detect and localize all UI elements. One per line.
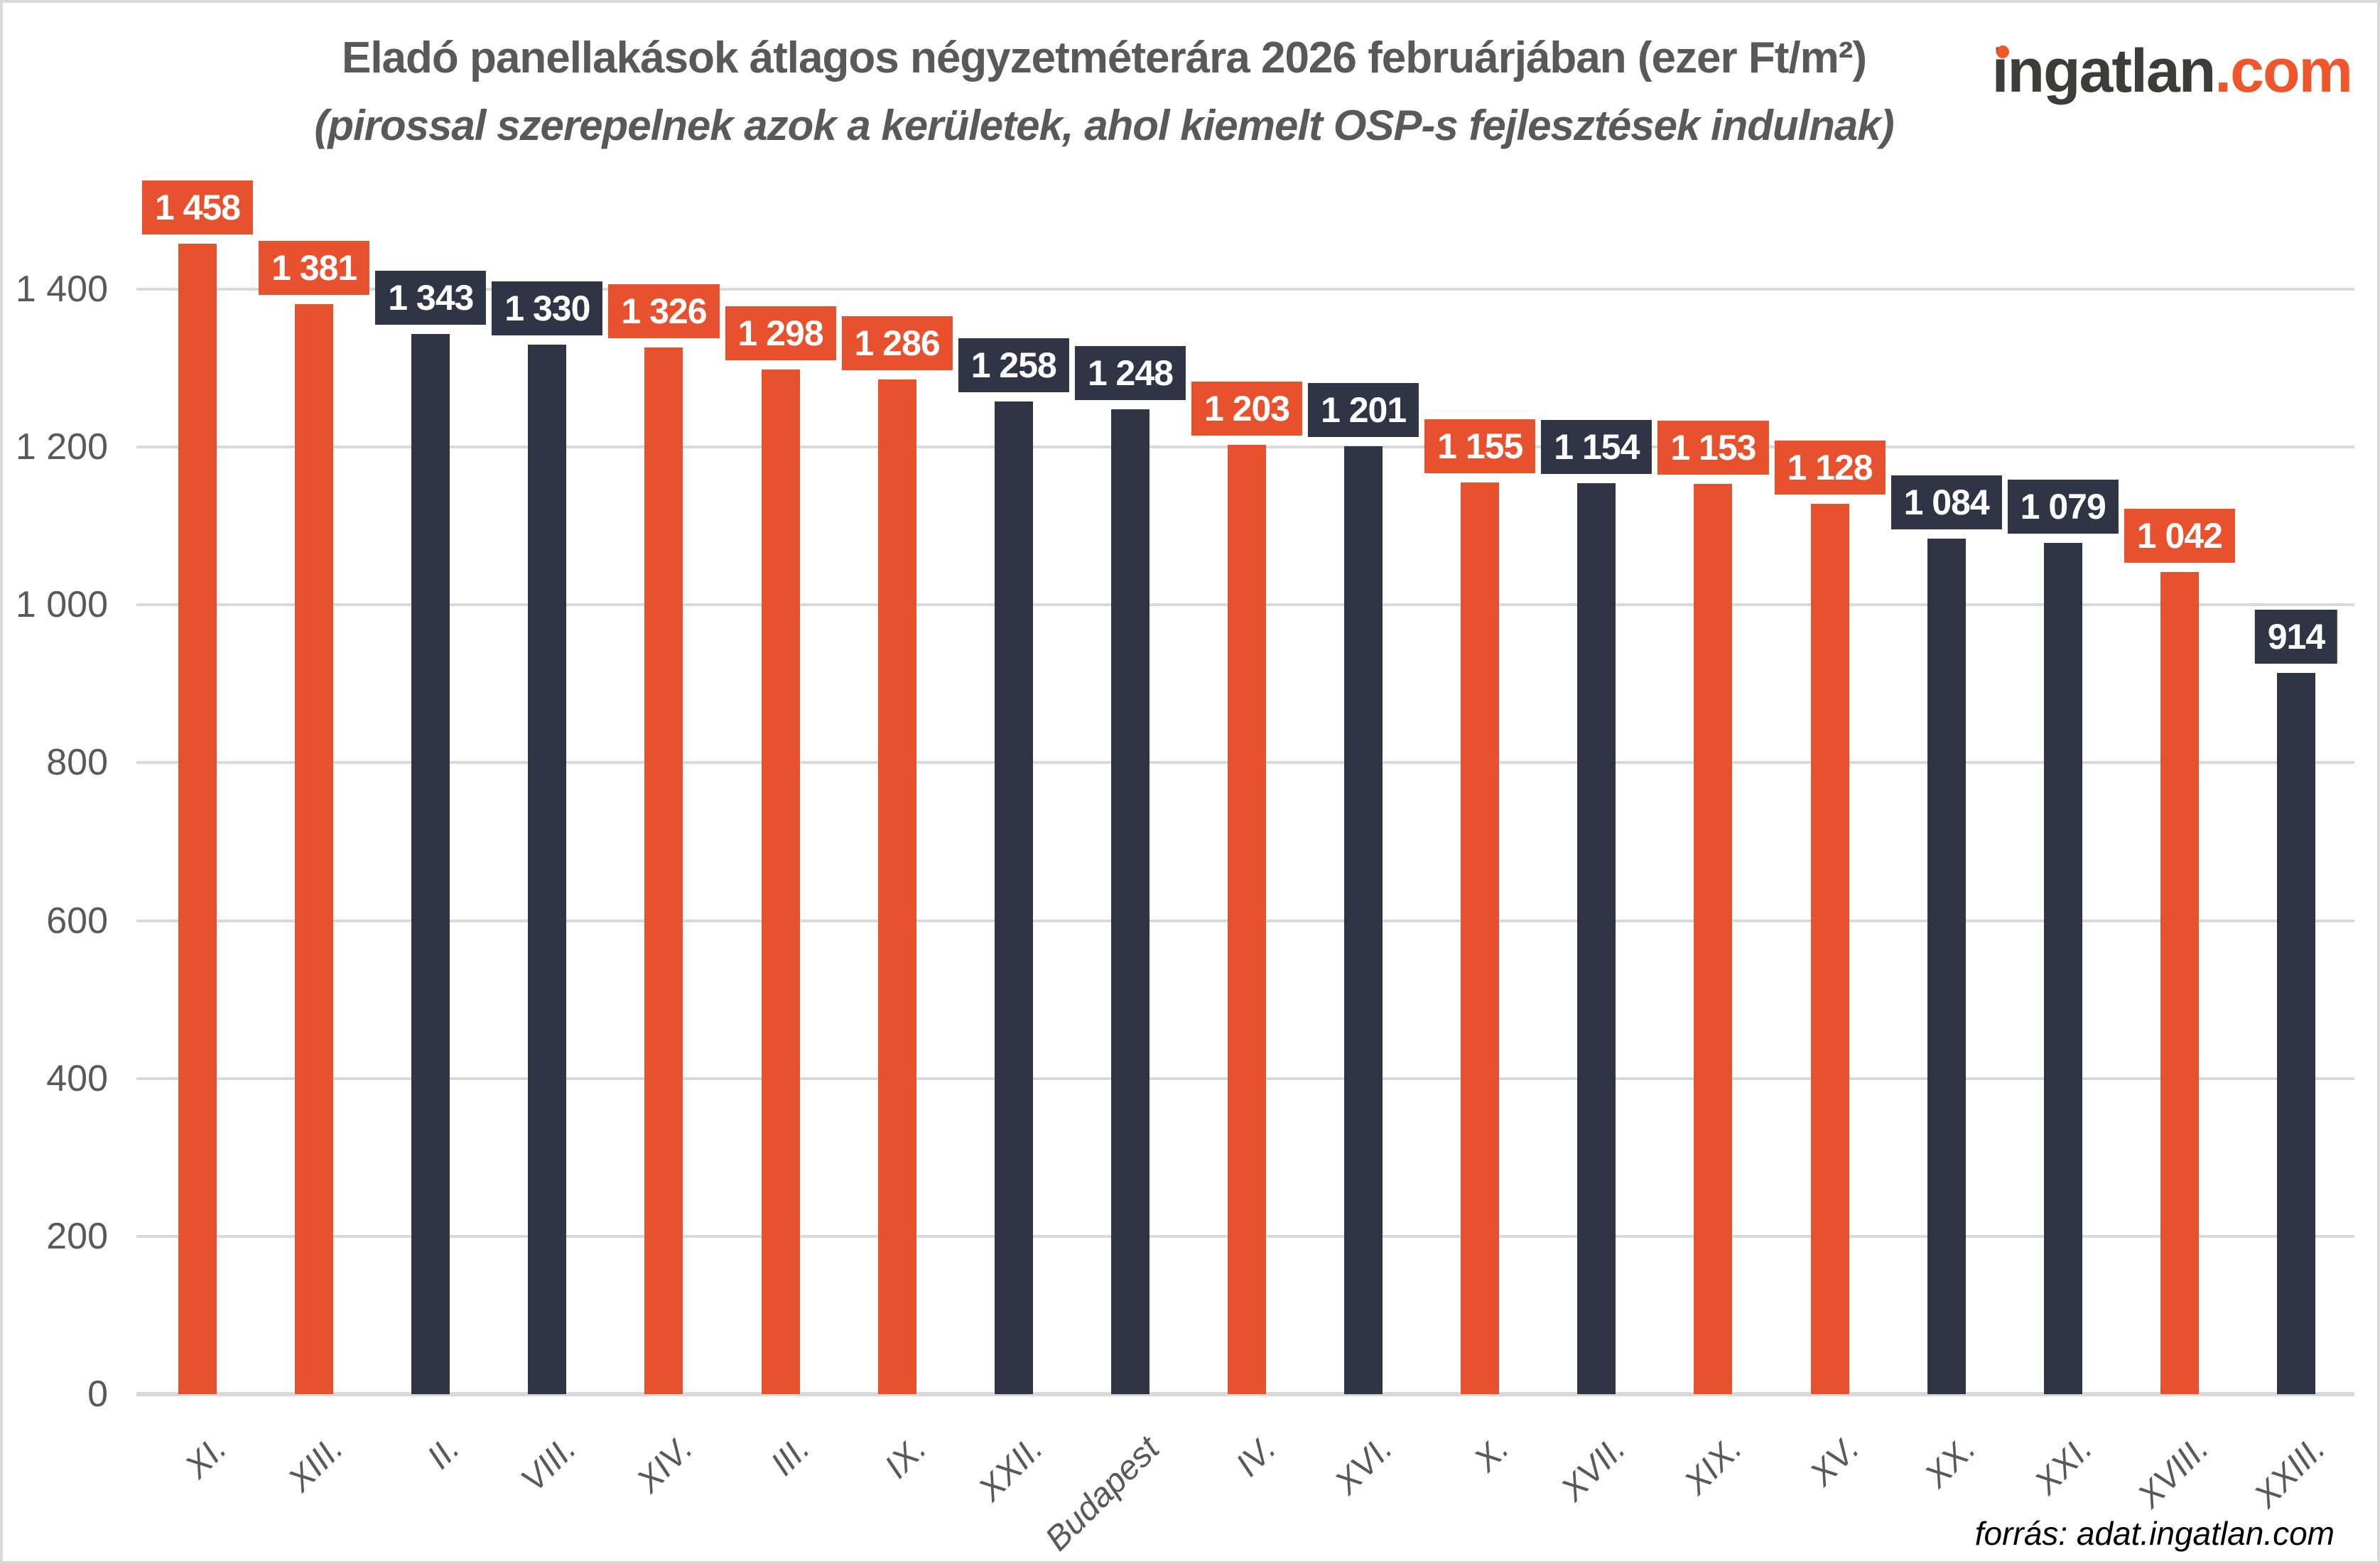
bar-ii [411,334,450,1394]
bar-xviii [2160,571,2199,1394]
logo-i-dot-icon [1996,45,2009,58]
value-label-xxii: 1 258 [958,338,1069,392]
y-axis-tick-label: 600 [46,900,108,942]
y-axis-tick-label: 1 200 [15,426,108,468]
y-axis-tick-label: 1 400 [15,269,108,310]
y-axis-tick-label: 200 [46,1215,108,1257]
value-label-xiii: 1 381 [259,241,370,296]
bar-iv [1228,444,1266,1394]
value-label-ix: 1 286 [841,316,953,370]
x-axis-line [136,1392,2354,1396]
bar-xi [178,243,217,1394]
value-label-xvii: 1 154 [1541,420,1653,475]
value-label-xxi: 1 079 [2007,479,2119,534]
bar-viii [528,344,567,1394]
chart-subtitle: (pirossal szerepelnek azok a kerületek, … [314,102,1894,149]
bar-xiv [644,347,683,1394]
y-axis-tick-label: 1 000 [15,584,108,626]
value-label-ii: 1 343 [375,271,487,325]
value-label-xi: 1 458 [141,180,254,234]
chart-title: Eladó panellakások átlagos négyzetméterá… [341,33,1867,82]
gridline [136,288,2354,291]
bar-x [1461,482,1500,1394]
value-label-iv: 1 203 [1191,381,1303,436]
bar-xvi [1344,446,1383,1394]
x-axis-category-label: XI. [178,1429,234,1486]
bar-xxiii [2276,672,2315,1394]
bar-xxi [2043,542,2082,1394]
value-label-xx: 1 084 [1891,475,2002,529]
plot-area: 0 200 400 600 800 1 000 1 200 1 400 1 458 XI. 1 38… [3,3,2377,1561]
bar-xvii [1577,483,1616,1394]
value-label-iii: 1 298 [725,306,836,361]
bar-xix [1694,484,1733,1394]
brand-logo: ingatlan.com [1991,37,2353,105]
bar-xv [1810,504,1849,1394]
bar-xx [1927,538,1966,1394]
bar-xiii [295,304,334,1394]
value-label-budapest: 1 248 [1074,345,1186,400]
value-label-xxiii: 914 [2254,609,2338,664]
bar-xxii [994,401,1033,1394]
value-label-x: 1 155 [1424,419,1536,474]
value-label-viii: 1 330 [492,281,603,335]
bar-ix [877,379,916,1394]
value-label-xix: 1 153 [1657,421,1769,475]
y-axis-tick-label: 0 [87,1374,108,1415]
value-label-xv: 1 128 [1774,441,1886,495]
logo-text: ingatlan [1991,37,2217,105]
bar-iii [761,370,800,1394]
bar-budapest [1110,409,1150,1394]
logo-suffix: .com [2214,37,2353,105]
value-label-xiv: 1 326 [608,284,720,339]
y-axis-tick-label: 400 [46,1057,108,1099]
chart-header: Eladó panellakások átlagos négyzetméterá… [109,33,2099,151]
value-label-xvi: 1 201 [1308,383,1419,438]
source-note: forrás: adat.ingatlan.com [1974,1515,2335,1552]
y-axis-tick-label: 800 [46,742,108,784]
value-label-xviii: 1 042 [2124,508,2235,563]
